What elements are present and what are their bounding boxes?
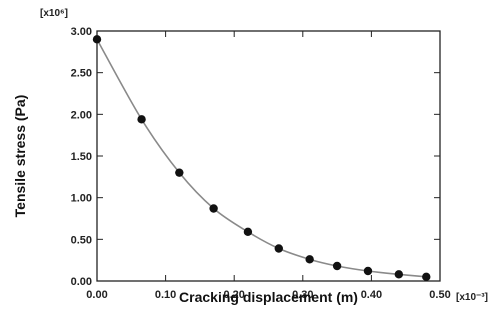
- x-tick-label: 0.50: [429, 289, 450, 301]
- x-tick-label: 0.20: [223, 289, 244, 301]
- data-point-marker: [422, 272, 431, 282]
- data-point-marker: [209, 204, 218, 213]
- series-line: [96, 38, 427, 278]
- x-axis-ticks: 0.00 0.10 0.20 0.30 0.40 0.50: [86, 31, 451, 301]
- x-tick-label: 0.30: [292, 289, 313, 301]
- data-point-marker: [394, 270, 404, 279]
- series-layer: [92, 35, 431, 282]
- y-axis-scale-label: [x10⁶]: [40, 8, 68, 19]
- x-axis-title: Cracking displacement (m): [179, 289, 358, 305]
- y-tick-label: 2.50: [71, 68, 92, 80]
- x-tick-label: 0.40: [361, 289, 382, 301]
- data-point-marker: [332, 261, 342, 271]
- data-point-marker: [305, 255, 314, 264]
- data-point-marker: [363, 266, 373, 276]
- y-axis-ticks: 0.00 0.50 1.00 1.50 2.00 2.50 3.00: [71, 26, 440, 288]
- data-point-marker: [243, 227, 253, 237]
- x-tick-label: 0.10: [155, 289, 176, 301]
- y-tick-label: 0.50: [71, 234, 92, 246]
- x-axis-scale-label: [x10⁻³]: [456, 292, 488, 303]
- y-tick-label: 2.00: [71, 109, 92, 121]
- y-tick-label: 1.50: [71, 151, 92, 163]
- y-axis-title: Tensile stress (Pa): [12, 95, 28, 218]
- data-point-marker: [137, 115, 146, 124]
- data-point-marker: [274, 244, 283, 253]
- x-tick-label: 0.00: [86, 289, 107, 301]
- y-tick-label: 3.00: [71, 26, 92, 38]
- data-point-marker: [92, 35, 102, 44]
- y-tick-label: 1.00: [71, 193, 92, 205]
- y-tick-label: 0.00: [71, 276, 92, 288]
- data-point-marker: [175, 168, 184, 177]
